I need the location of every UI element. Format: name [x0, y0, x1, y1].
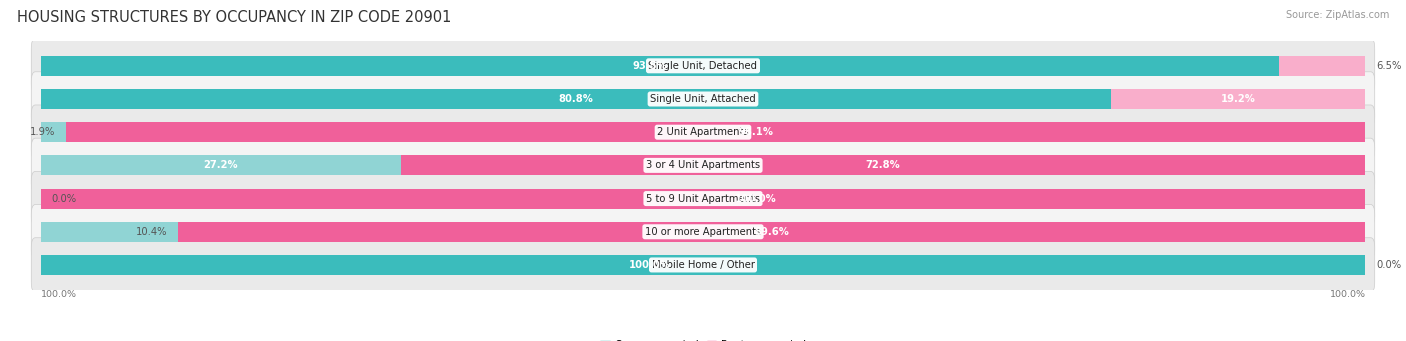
Text: 100.0%: 100.0% — [628, 260, 671, 270]
Text: 6.5%: 6.5% — [1376, 61, 1402, 71]
Text: 100.0%: 100.0% — [41, 290, 76, 299]
Text: 5 to 9 Unit Apartments: 5 to 9 Unit Apartments — [645, 194, 761, 204]
Text: 93.5%: 93.5% — [633, 61, 668, 71]
Text: 3 or 4 Unit Apartments: 3 or 4 Unit Apartments — [645, 160, 761, 170]
FancyBboxPatch shape — [31, 138, 1375, 193]
Text: Mobile Home / Other: Mobile Home / Other — [651, 260, 755, 270]
Text: Source: ZipAtlas.com: Source: ZipAtlas.com — [1285, 10, 1389, 20]
Bar — [41, 122, 66, 142]
Text: 10.4%: 10.4% — [136, 227, 167, 237]
Text: 100.0%: 100.0% — [735, 194, 778, 204]
Text: 0.0%: 0.0% — [1376, 260, 1402, 270]
Text: Single Unit, Detached: Single Unit, Detached — [648, 61, 758, 71]
Text: 27.2%: 27.2% — [204, 160, 238, 170]
Text: 1.9%: 1.9% — [30, 127, 55, 137]
Bar — [41, 155, 401, 175]
Text: 0.0%: 0.0% — [51, 194, 76, 204]
Text: 89.6%: 89.6% — [755, 227, 789, 237]
Bar — [66, 122, 1365, 142]
Bar — [401, 155, 1365, 175]
Text: Single Unit, Attached: Single Unit, Attached — [650, 94, 756, 104]
Text: 100.0%: 100.0% — [1330, 290, 1365, 299]
Bar — [41, 222, 179, 242]
Bar — [41, 189, 1365, 209]
Bar — [41, 255, 1365, 275]
Text: 80.8%: 80.8% — [558, 94, 593, 104]
Bar — [179, 222, 1365, 242]
Text: 10 or more Apartments: 10 or more Apartments — [645, 227, 761, 237]
Text: 19.2%: 19.2% — [1220, 94, 1256, 104]
Legend: Owner-occupied, Renter-occupied: Owner-occupied, Renter-occupied — [596, 336, 810, 341]
FancyBboxPatch shape — [31, 39, 1375, 93]
FancyBboxPatch shape — [31, 105, 1375, 159]
FancyBboxPatch shape — [31, 238, 1375, 292]
FancyBboxPatch shape — [31, 72, 1375, 126]
FancyBboxPatch shape — [31, 172, 1375, 226]
Text: 72.8%: 72.8% — [866, 160, 901, 170]
Text: 98.1%: 98.1% — [738, 127, 773, 137]
FancyBboxPatch shape — [31, 205, 1375, 259]
Bar — [1111, 89, 1365, 109]
Bar — [41, 89, 1111, 109]
Bar — [1279, 56, 1365, 76]
Text: 2 Unit Apartments: 2 Unit Apartments — [657, 127, 749, 137]
Text: HOUSING STRUCTURES BY OCCUPANCY IN ZIP CODE 20901: HOUSING STRUCTURES BY OCCUPANCY IN ZIP C… — [17, 10, 451, 25]
Bar — [41, 56, 1279, 76]
